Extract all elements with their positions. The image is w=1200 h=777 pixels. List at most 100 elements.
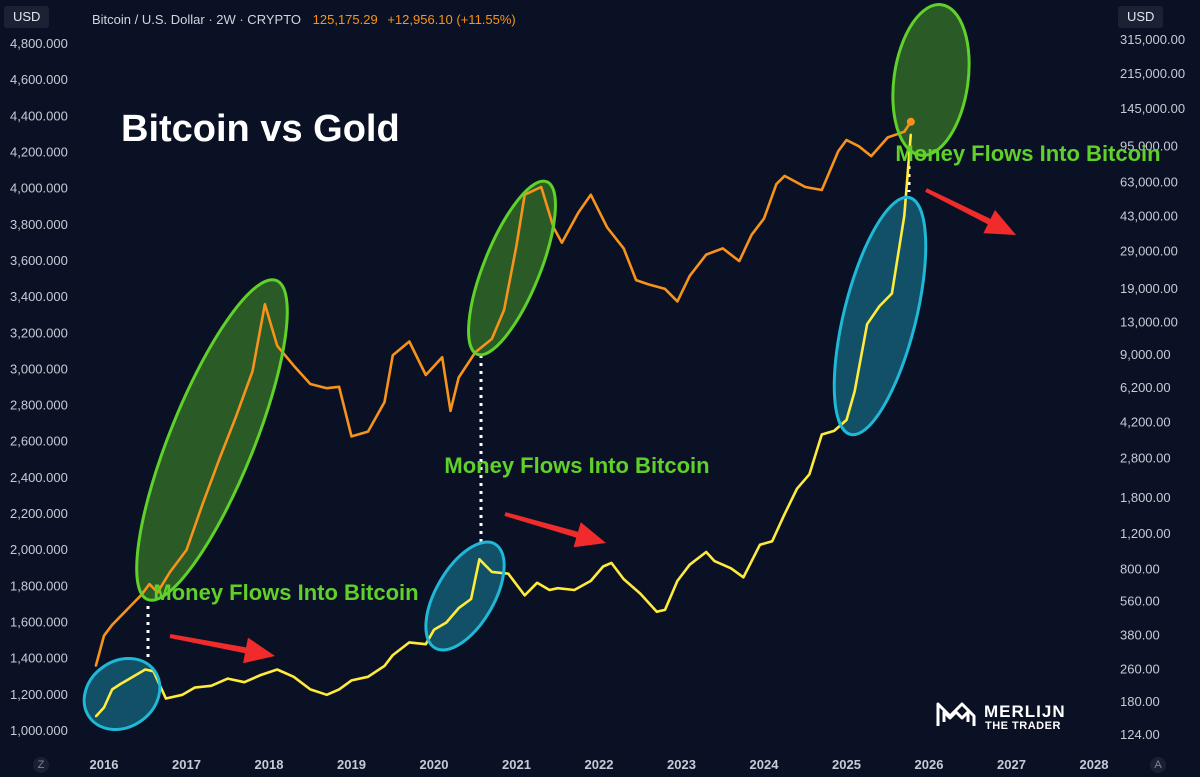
left-tick-label: 2,800.000 xyxy=(10,398,68,413)
brand-name: MERLIJN xyxy=(984,702,1066,721)
series-point-gold xyxy=(408,641,411,644)
series-point-gold xyxy=(602,565,605,568)
series-point-bitcoin xyxy=(251,370,254,373)
red-arrow xyxy=(169,634,275,664)
series-point-bitcoin xyxy=(783,175,786,177)
annotation-labels: Money Flows Into Bitcoin Money Flows Int… xyxy=(153,141,1160,605)
left-tick-label: 2,200.000 xyxy=(10,506,68,521)
series-point-gold xyxy=(226,677,229,680)
brand-tagline: THE TRADER xyxy=(985,720,1061,732)
right-tick-label: 1,200.00 xyxy=(1120,526,1171,541)
series-point-bitcoin xyxy=(635,279,638,281)
series-point-bitcoin xyxy=(367,430,369,433)
series-point-gold xyxy=(433,628,435,631)
series-point-bitcoin xyxy=(490,338,493,340)
series-point-bitcoin xyxy=(292,364,295,367)
dotted-connectors xyxy=(146,150,911,662)
right-tick-label: 29,000.00 xyxy=(1120,243,1178,258)
left-tick-label: 4,400.000 xyxy=(10,108,68,123)
series-point-gold xyxy=(490,571,493,573)
right-tick-label: 13,000.00 xyxy=(1120,315,1178,330)
series-point-gold xyxy=(350,679,353,682)
series-point-bitcoin xyxy=(804,186,807,188)
series-point-gold xyxy=(688,563,691,566)
annotation-label-2: Money Flows Into Bitcoin xyxy=(444,453,709,478)
left-tick-label: 3,200.000 xyxy=(10,325,68,340)
series-point-gold xyxy=(144,668,147,671)
x-tick-label: 2017 xyxy=(172,757,201,772)
right-tick-label: 4,200.00 xyxy=(1120,415,1171,430)
series-point-gold xyxy=(713,560,716,562)
series-point-gold xyxy=(853,390,856,393)
x-tick-label: 2024 xyxy=(750,757,780,772)
highlight-ellipse-fill xyxy=(892,4,970,156)
left-axis-ticks: 4,800.000 4,600.000 4,400.000 4,200.000 4,00… xyxy=(10,36,68,738)
highlight-ellipse-fill xyxy=(136,279,288,601)
x-tick-label: 2028 xyxy=(1080,757,1109,772)
annotation-label-3-text: Money Flows Into Bitcoin xyxy=(895,141,1160,166)
x-tick-label: 2020 xyxy=(420,757,449,772)
series-point-gold xyxy=(243,681,246,684)
annotation-label-1-text: Money Flows Into Bitcoin xyxy=(153,580,418,605)
series-layer xyxy=(94,117,915,718)
right-tick-label: 6,200.00 xyxy=(1120,380,1171,395)
right-axis-currency-badge[interactable]: USD xyxy=(1118,6,1164,28)
chart-title: Bitcoin vs Gold xyxy=(121,108,400,150)
highlight-ellipse-outline xyxy=(135,278,289,602)
left-tick-label: 3,400.000 xyxy=(10,289,68,304)
series-point-gold xyxy=(796,487,798,490)
series-point-bitcoin xyxy=(540,186,543,188)
series-point-gold xyxy=(94,715,97,718)
series-point-bitcoin xyxy=(309,383,312,385)
series-point-gold xyxy=(111,688,114,691)
series-point-gold xyxy=(758,543,761,546)
series-point-gold xyxy=(507,572,510,575)
annotation-label-1: Money Flows Into Bitcoin xyxy=(153,580,418,605)
left-tick-label: 1,600.000 xyxy=(10,615,68,630)
series-point-gold xyxy=(610,561,613,564)
left-tick-label: 4,000.000 xyxy=(10,181,68,196)
merlijn-logo: MERLIJN THE TRADER xyxy=(936,702,1066,732)
flow-arrows xyxy=(169,188,1016,664)
series-point-gold xyxy=(909,133,912,136)
series-point-gold xyxy=(292,675,295,678)
highlight-ellipse-outline xyxy=(467,179,557,357)
series-point-bitcoin xyxy=(647,283,650,286)
series-point-gold xyxy=(391,654,394,656)
highlight-ellipse-outline xyxy=(832,195,928,437)
x-axis-ticks: 2016 2017 2018 2019 2020 2021 2022 2023 2024 2025… xyxy=(90,757,1109,772)
right-tick-label: 180.00 xyxy=(1120,694,1160,709)
series-point-bitcoin xyxy=(857,145,860,148)
series-point-gold xyxy=(523,594,526,597)
x-tick-label: 2019 xyxy=(337,757,366,772)
series-point-gold xyxy=(445,621,448,624)
series-point-gold xyxy=(181,693,184,696)
series-point-gold xyxy=(878,305,881,308)
series-point-gold xyxy=(325,693,328,696)
series-point-gold xyxy=(771,540,774,543)
series-point-bitcoin xyxy=(622,247,625,250)
left-axis-currency-badge[interactable]: USD xyxy=(4,6,50,28)
right-tick-label: 800.00 xyxy=(1120,562,1160,577)
bitcoin-last-price-marker xyxy=(906,117,915,126)
right-tick-label: 63,000.00 xyxy=(1120,175,1178,190)
series-point-bitcoin xyxy=(577,211,580,214)
series-point-bitcoin xyxy=(705,253,708,256)
symbol-header: Bitcoin / U.S. Dollar · 2W · CRYPTO 125,… xyxy=(92,12,516,27)
right-tick-label: 380.00 xyxy=(1120,628,1160,643)
right-tick-label: 315,000.00 xyxy=(1120,32,1185,47)
series-point-bitcoin xyxy=(738,260,741,263)
left-tick-label: 4,600.000 xyxy=(10,72,68,87)
series-point-bitcoin xyxy=(837,150,840,152)
series-point-bitcoin xyxy=(606,226,609,229)
series-point-gold xyxy=(676,580,679,582)
auto-scale-a-button[interactable]: A xyxy=(1150,757,1166,773)
symbol-name: Bitcoin / U.S. Dollar · 2W · CRYPTO xyxy=(92,12,302,27)
auto-scale-z-button[interactable]: Z xyxy=(33,757,49,773)
series-point-bitcoin xyxy=(750,233,753,236)
series-point-gold xyxy=(833,429,836,432)
series-point-gold xyxy=(131,675,134,678)
series-point-gold xyxy=(622,578,625,581)
left-tick-label: 3,000.000 xyxy=(10,361,68,376)
